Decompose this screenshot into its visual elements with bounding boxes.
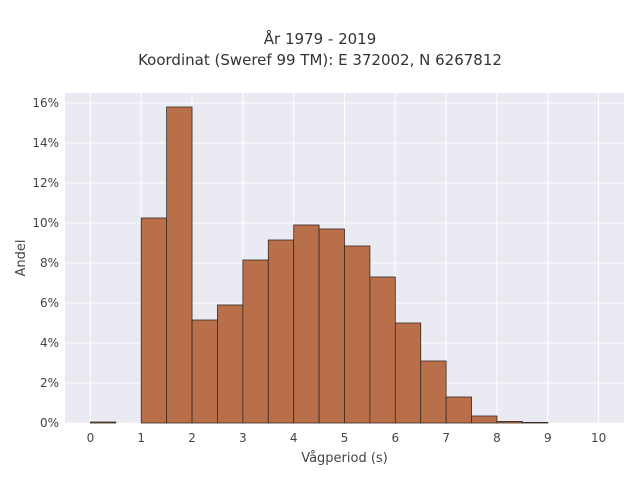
y-axis-label: Andel	[14, 240, 29, 277]
y-tick-label: 2%	[40, 376, 59, 390]
x-tick-label: 8	[493, 431, 501, 445]
chart-title-line-1: År 1979 - 2019	[263, 30, 377, 48]
histogram-bar	[496, 420, 523, 424]
x-tick-label: 0	[87, 431, 95, 445]
y-tick-label: 6%	[40, 296, 59, 310]
histogram-bar	[521, 421, 549, 424]
y-tick-label: 14%	[32, 136, 59, 150]
histogram-bar	[344, 245, 371, 424]
histogram-bar	[90, 421, 117, 424]
x-tick-label: 9	[544, 431, 552, 445]
x-tick-label: 1	[137, 431, 145, 445]
histogram-bar	[471, 415, 498, 424]
histogram-bar	[420, 360, 447, 424]
chart-title-line-2: Koordinat (Sweref 99 TM): E 372002, N 62…	[138, 51, 502, 69]
x-tick-label: 10	[591, 431, 606, 445]
histogram-bar	[318, 228, 345, 424]
x-tick-label: 7	[442, 431, 450, 445]
histogram-bar	[140, 217, 168, 424]
y-tick-label: 10%	[32, 216, 59, 230]
y-tick-label: 12%	[32, 176, 59, 190]
y-tick-label: 8%	[40, 256, 59, 270]
histogram-bar	[217, 304, 244, 424]
x-tick-label: 5	[341, 431, 349, 445]
histogram-bar	[267, 239, 295, 424]
x-tick-label: 6	[391, 431, 399, 445]
x-axis-label: Vågperiod (s)	[301, 451, 388, 466]
x-tick-label: 3	[239, 431, 247, 445]
histogram-bar	[166, 106, 193, 424]
histogram-bar	[394, 322, 422, 424]
histogram-bar	[191, 319, 218, 424]
x-tick-label: 2	[188, 431, 196, 445]
y-tick-label: 0%	[40, 416, 59, 430]
histogram-bar	[293, 224, 320, 424]
y-tick-label: 16%	[32, 96, 59, 110]
y-tick-label: 4%	[40, 336, 59, 350]
histogram-bar	[242, 259, 269, 424]
histogram-bar	[369, 276, 396, 424]
x-tick-label: 4	[290, 431, 298, 445]
histogram-bar	[445, 396, 472, 424]
